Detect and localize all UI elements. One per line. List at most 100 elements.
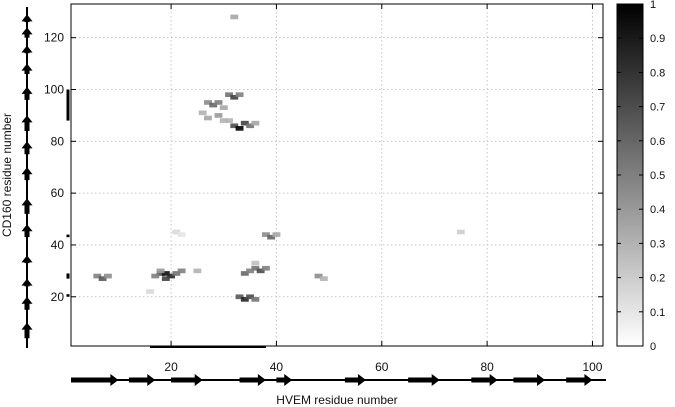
y-structure-strand	[21, 255, 33, 264]
heatmap-cell	[161, 271, 170, 276]
heatmap-cell	[251, 265, 260, 271]
heatmap-cell	[256, 268, 265, 274]
heatmap-cell	[456, 229, 465, 235]
y-structure-strand	[21, 322, 33, 339]
heatmap-cell	[167, 273, 176, 279]
plot-frame	[70, 3, 604, 347]
heatmap-cell	[261, 232, 270, 237]
x-structure-strand	[513, 374, 546, 386]
y-structure-strand	[21, 141, 33, 155]
y-axis-label: CD160 residue number	[0, 113, 14, 237]
y-secondary-structure	[21, 7, 70, 348]
x-tick-label: 60	[375, 360, 389, 374]
heatmap-cell	[204, 115, 212, 121]
heatmap-cell	[172, 271, 181, 276]
heatmap-cell	[225, 118, 233, 123]
heatmap-cell	[172, 229, 181, 235]
colorbar-tick-label: 0.4	[650, 204, 665, 216]
y-structure-strand	[21, 86, 33, 100]
plot-area	[71, 4, 603, 346]
heatmap-cell	[246, 294, 255, 300]
y-tick-label: 120	[44, 31, 64, 45]
heatmap-cell	[240, 297, 249, 302]
grid-lines	[71, 4, 603, 346]
colorbar-tick-label: 0.5	[650, 170, 665, 182]
x-structure-strand	[171, 374, 203, 386]
heatmap-cell	[240, 271, 249, 276]
x-structure-strand	[344, 374, 366, 386]
x-axis-label: HVEM residue number	[276, 393, 397, 407]
x-tick-label: 20	[164, 360, 178, 374]
y-structure-strand	[21, 167, 33, 181]
colorbar-tick-label: 0.8	[650, 67, 665, 79]
heatmap-cell	[251, 297, 260, 302]
x-structure-strand	[128, 374, 156, 386]
y-tick-label: 80	[51, 134, 65, 148]
y-structure-strand	[21, 224, 33, 238]
y-structure-strand	[21, 63, 33, 74]
x-secondary-structure	[71, 346, 606, 386]
y-tick-label: 20	[51, 290, 65, 304]
y-axis-ticks: 20 40 60 80 100 120	[44, 31, 603, 304]
heatmap-cell	[230, 14, 239, 20]
y-tick-label: 60	[51, 186, 65, 200]
heatmap-cell	[198, 110, 207, 116]
heatmap-cell	[156, 271, 165, 276]
y-structure-strand	[21, 198, 33, 214]
y-structure-strand	[21, 115, 33, 131]
colorbar-tick-label: 0.3	[650, 238, 665, 250]
heatmap-cell	[161, 276, 170, 281]
colorbar-gradient	[616, 3, 644, 347]
x-axis-ticks: 20 40 60 80 100	[164, 4, 603, 374]
colorbar-tick-label: 0.6	[650, 136, 665, 148]
heatmap-cell	[235, 92, 244, 98]
heatmap-cell	[230, 94, 239, 100]
heatmap-cell	[261, 265, 270, 271]
y-structure-strand	[21, 45, 33, 54]
y-structure-strand	[21, 278, 33, 287]
colorbar-tick-label: 0.7	[650, 102, 665, 114]
y-structure-strand	[21, 27, 33, 38]
y-tick-label: 40	[51, 238, 65, 252]
colorbar-tick-label: 0	[650, 341, 656, 353]
x-structure-strand	[239, 374, 266, 386]
heatmap-cell	[272, 232, 281, 237]
colorbar-ticks: 0 0.1 0.2 0.3 0.4 0.5 0.6 0.7 0.8 0.9 1	[617, 0, 665, 353]
heatmap-cell	[204, 100, 212, 105]
heatmap-cell	[151, 273, 160, 279]
heatmap-cell	[246, 268, 255, 274]
x-structure-strand	[71, 374, 119, 386]
heatmap-cell	[251, 120, 260, 126]
heatmap-cell	[193, 268, 202, 274]
x-structure-strand	[276, 374, 293, 386]
x-structure-strand	[408, 374, 440, 386]
heatmap-cell	[235, 294, 244, 300]
heatmap-cell	[219, 105, 228, 110]
heatmap-cell	[251, 260, 260, 266]
heatmap-cell	[93, 273, 102, 279]
heatmap-cell	[267, 234, 276, 240]
colorbar-tick-label: 0.2	[650, 273, 665, 285]
heatmap-cell	[319, 276, 328, 281]
heatmap-cell	[103, 273, 112, 279]
colorbar-tick-label: 1	[650, 0, 656, 11]
y-structure-strand	[21, 14, 33, 23]
heatmap-cell	[98, 276, 107, 281]
heatmap-cell	[146, 289, 154, 294]
x-tick-label: 80	[480, 360, 494, 374]
heatmap-cells	[93, 14, 465, 302]
y-tick-label: 100	[44, 83, 64, 97]
heatmap-cell	[314, 273, 323, 279]
heatmap-cell	[230, 123, 239, 129]
heatmap-cell	[225, 92, 233, 98]
heatmap-cell	[235, 126, 244, 131]
colorbar	[616, 3, 644, 347]
x-tick-label: 100	[582, 360, 602, 374]
heatmap-cell	[209, 102, 218, 108]
heatmap-cell	[219, 118, 228, 123]
x-structure-strand	[566, 374, 593, 386]
x-structure-strand	[471, 374, 498, 386]
colorbar-tick-label: 0.1	[650, 307, 665, 319]
heatmap-cell	[156, 268, 165, 274]
